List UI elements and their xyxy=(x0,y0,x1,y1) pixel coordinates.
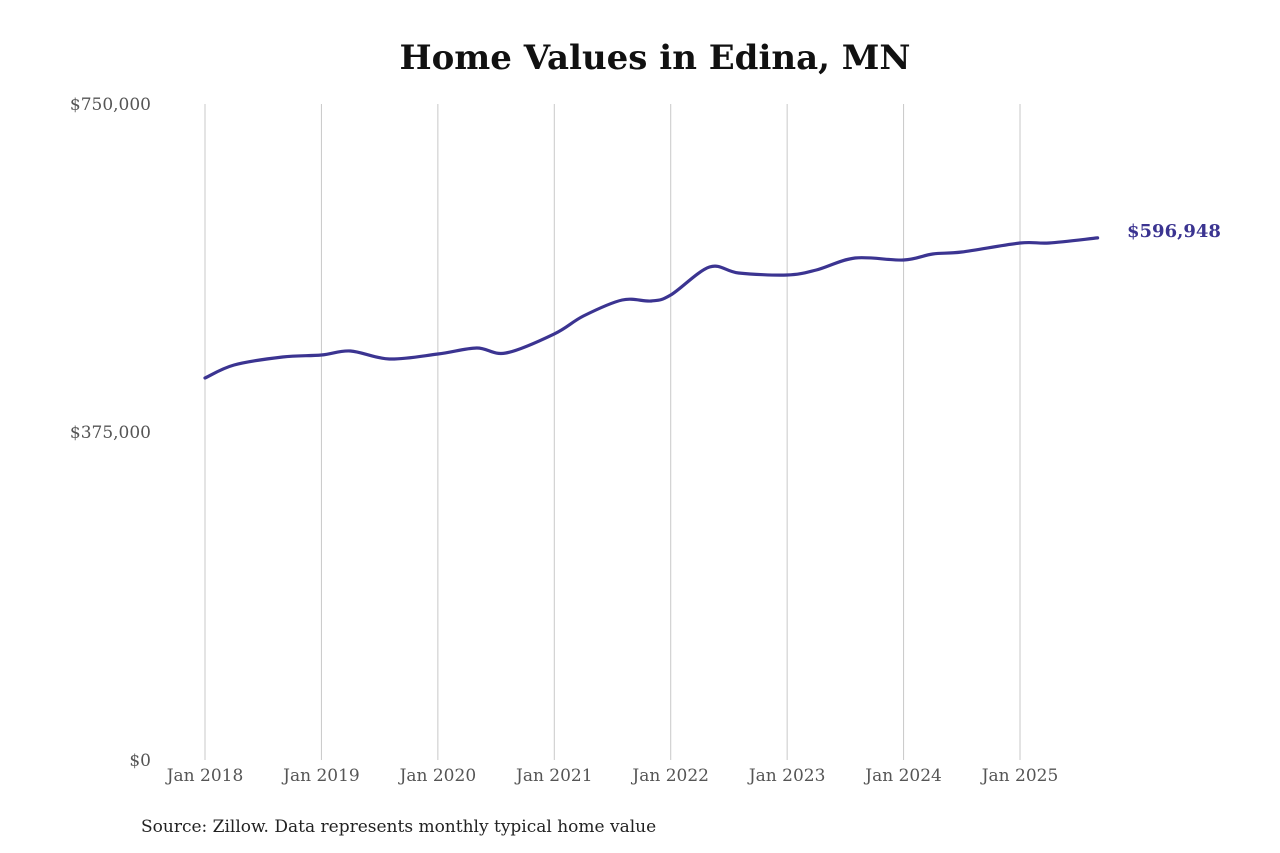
x-tick-label: Jan 2024 xyxy=(863,766,942,786)
x-axis-ticks: Jan 2018 Jan 2019 Jan 2020 Jan 2021 Jan 2022… xyxy=(165,766,1059,786)
source-note: Source: Zillow. Data represents monthly … xyxy=(141,817,657,837)
y-tick-label: $375,000 xyxy=(70,423,151,443)
y-axis-ticks: $750,000 $375,000 $0 xyxy=(70,95,151,771)
y-tick-label: $750,000 xyxy=(70,95,151,115)
x-tick-label: Jan 2023 xyxy=(747,766,826,786)
x-tick-label: Jan 2019 xyxy=(281,766,360,786)
x-tick-label: Jan 2022 xyxy=(630,766,709,786)
x-tick-label: Jan 2020 xyxy=(398,766,477,786)
home-value-line xyxy=(203,236,1100,380)
x-tick-label: Jan 2018 xyxy=(165,766,244,786)
vertical-gridlines xyxy=(204,104,1021,760)
chart-title: Home Values in Edina, MN xyxy=(399,38,911,78)
x-tick-label: Jan 2021 xyxy=(514,766,593,786)
y-tick-label: $0 xyxy=(129,751,151,771)
latest-value-label: $596,948 xyxy=(1127,221,1221,242)
x-tick-label: Jan 2025 xyxy=(980,766,1059,786)
